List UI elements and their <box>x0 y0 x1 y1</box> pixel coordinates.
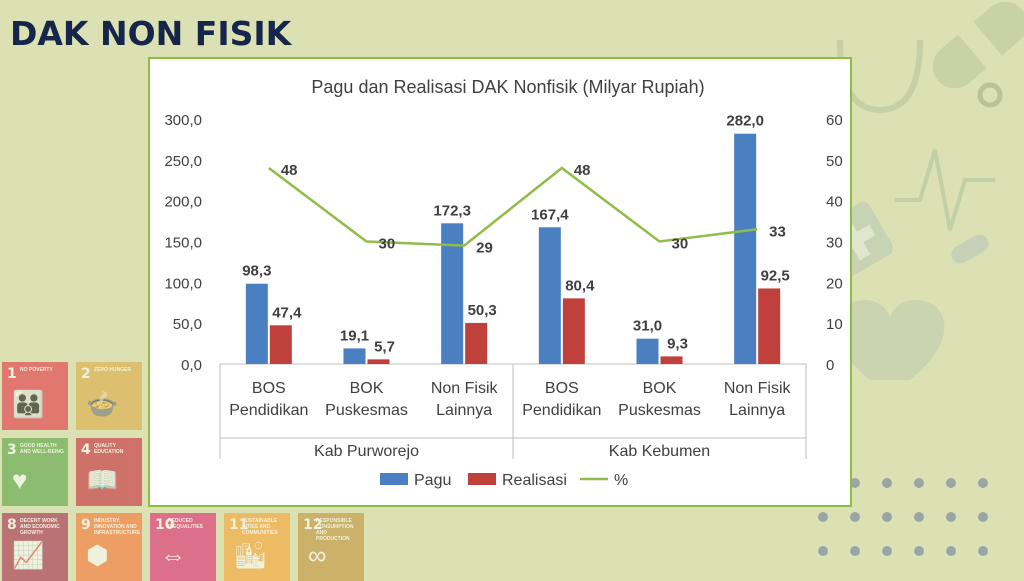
y-left-tick-label: 0,0 <box>181 357 202 374</box>
y-left-tick-label: 100,0 <box>164 275 202 292</box>
sdg-tile: 9 INDUSTRY, INNOVATION AND INFRASTRUCTURE… <box>76 513 142 581</box>
data-label-realisasi: 5,7 <box>374 338 395 355</box>
pulse-line-icon <box>895 149 995 231</box>
data-label-pagu: 98,3 <box>242 263 271 280</box>
line-percent <box>268 166 758 247</box>
bar-pagu <box>245 283 268 364</box>
bar-pagu <box>734 133 757 364</box>
x-tick-label: BOK <box>643 380 677 397</box>
legend-label: % <box>614 472 628 489</box>
bar-realisasi <box>758 288 781 364</box>
y-left-tick-label: 50,0 <box>173 316 202 333</box>
inequality-icon: ⇔ <box>160 540 186 570</box>
legend-label: Pagu <box>414 472 451 489</box>
y-right-tick-label: 0 <box>826 357 834 374</box>
x-tick-label: Pendidikan <box>229 402 308 419</box>
sdg-tile: 4 QUALITY EDUCATION 📖 <box>76 438 142 506</box>
stethoscope-icon <box>837 39 923 114</box>
x-tick-label: BOS <box>252 380 286 397</box>
y-right-tick-label: 50 <box>826 153 843 170</box>
legend-swatch-realisasi <box>468 473 496 485</box>
x-tick-label: Non Fisik <box>724 380 792 397</box>
sdg-tile: 12 RESPONSIBLE CONSUMPTION AND PRODUCTION… <box>298 513 364 581</box>
data-label-realisasi: 92,5 <box>761 267 790 284</box>
y-right-tick-label: 30 <box>826 235 843 252</box>
sdg-tile: 1 NO POVERTY 👪 <box>2 362 68 430</box>
city-icon: 🏙 <box>234 540 268 570</box>
data-label-pagu: 19,1 <box>340 327 369 344</box>
y-left-tick-label: 150,0 <box>164 235 202 252</box>
data-label-percent: 33 <box>769 223 786 240</box>
bar-pagu <box>441 223 464 364</box>
x-tick-label: Non Fisik <box>431 380 499 397</box>
data-label-realisasi: 50,3 <box>468 302 497 319</box>
data-label-percent: 29 <box>476 240 493 257</box>
slide-title: DAK NON FISIK <box>10 14 292 53</box>
data-label-pagu: 167,4 <box>531 206 569 223</box>
y-right-tick-label: 20 <box>826 275 843 292</box>
pill-icon <box>932 1 1024 89</box>
x-tick-label: BOS <box>545 380 579 397</box>
bowl-icon: 🍲 <box>86 389 119 419</box>
x-tick-label: Puskesmas <box>325 402 408 419</box>
bar-realisasi <box>465 322 488 364</box>
data-label-pagu: 31,0 <box>633 318 662 335</box>
sdg-tiles: 1 NO POVERTY 👪 2 ZERO HUNGER 🍲 3 GOOD HEALTH … <box>0 360 370 581</box>
chart-panel: Pagu dan Realisasi DAK Nonfisik (Milyar … <box>148 57 852 507</box>
data-label-realisasi: 47,4 <box>272 304 302 321</box>
data-label-percent: 48 <box>281 162 298 179</box>
group-label: Kab Purworejo <box>314 443 419 460</box>
bar-realisasi <box>660 356 683 364</box>
family-icon: 👪 <box>12 389 45 419</box>
heart-icon <box>835 300 945 380</box>
dot-pattern <box>810 478 1010 568</box>
chart-title: Pagu dan Realisasi DAK Nonfisik (Milyar … <box>311 77 704 97</box>
data-label-percent: 30 <box>379 236 396 253</box>
y-right-tick-label: 10 <box>826 316 843 333</box>
x-tick-label: Lainnya <box>436 402 492 419</box>
y-right-tick-label: 60 <box>826 112 843 129</box>
y-left-tick-label: 300,0 <box>164 112 202 129</box>
bar-realisasi <box>562 298 585 364</box>
y-left-tick-label: 250,0 <box>164 153 202 170</box>
bar-realisasi <box>367 359 390 364</box>
bar-pagu <box>538 227 561 364</box>
sdg-tile: 3 GOOD HEALTH AND WELL-BEING ♥ <box>2 438 68 506</box>
data-label-pagu: 172,3 <box>433 202 471 219</box>
book-icon: 📖 <box>86 465 119 495</box>
growth-chart-icon: 📈 <box>12 540 45 570</box>
cubes-icon: ⬢ <box>86 540 109 570</box>
legend-swatch-pagu <box>380 473 408 485</box>
sdg-tile: 10 REDUCED INEQUALITIES ⇔ <box>150 513 216 581</box>
y-right-tick-label: 40 <box>826 194 843 211</box>
legend-label: Realisasi <box>502 472 567 489</box>
bar-realisasi <box>269 325 292 364</box>
data-label-percent: 48 <box>574 162 591 179</box>
sdg-tile: 2 ZERO HUNGER 🍲 <box>76 362 142 430</box>
data-label-pagu: 282,0 <box>726 113 764 130</box>
heartbeat-icon: ♥ <box>12 465 28 495</box>
bar-pagu <box>636 338 659 364</box>
x-tick-label: Puskesmas <box>618 402 701 419</box>
group-label: Kab Kebumen <box>609 443 710 460</box>
x-tick-label: Lainnya <box>729 402 785 419</box>
x-tick-label: Pendidikan <box>522 402 601 419</box>
x-tick-label: BOK <box>350 380 384 397</box>
sdg-tile: 8 DECENT WORK AND ECONOMIC GROWTH 📈 <box>2 513 68 581</box>
data-label-realisasi: 80,4 <box>565 277 595 294</box>
bar-pagu <box>343 348 366 364</box>
chart: Pagu dan Realisasi DAK Nonfisik (Milyar … <box>164 77 843 489</box>
y-left-tick-label: 200,0 <box>164 194 202 211</box>
infinity-icon: ∞ <box>308 540 327 570</box>
data-label-percent: 30 <box>672 236 689 253</box>
data-label-realisasi: 9,3 <box>667 335 688 352</box>
sdg-tile: 11 SUSTAINABLE CITIES AND COMMUNITIES 🏙 <box>224 513 290 581</box>
